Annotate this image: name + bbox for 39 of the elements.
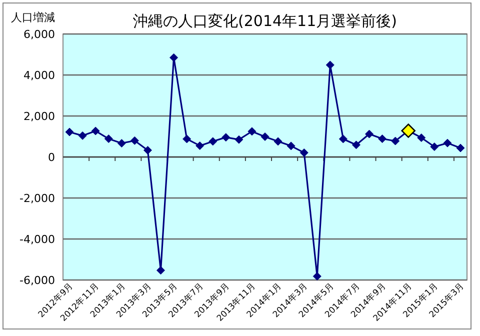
point <box>443 138 452 148</box>
point <box>456 144 465 152</box>
point <box>326 60 334 70</box>
point <box>182 134 192 144</box>
y-tick-label: 4,000 <box>24 69 55 82</box>
point <box>104 134 113 144</box>
point <box>248 127 256 136</box>
chart-title: 沖縄の人口変化(2014年11月選挙前後) <box>133 12 397 30</box>
point <box>365 130 374 138</box>
point <box>338 134 348 144</box>
y-tick-label: -4,000 <box>20 233 55 246</box>
point <box>78 131 87 140</box>
y-tick-label: 2,000 <box>24 110 55 123</box>
y-axis-title: 人口増減 <box>11 11 55 24</box>
point <box>274 137 282 146</box>
point <box>143 146 152 154</box>
point <box>170 53 178 62</box>
point <box>208 137 218 146</box>
y-tick-label: -6,000 <box>20 274 55 287</box>
point <box>286 142 296 150</box>
point <box>222 133 230 142</box>
point <box>234 135 244 144</box>
point <box>312 272 322 281</box>
point <box>196 141 204 150</box>
point <box>300 148 308 157</box>
y-tick-label: 0 <box>48 151 55 164</box>
point <box>156 266 165 275</box>
point <box>378 134 387 144</box>
point <box>417 133 426 142</box>
point <box>391 136 400 146</box>
y-tick-label: -2,000 <box>20 192 55 205</box>
point <box>65 128 74 136</box>
y-tick-label: 6,000 <box>24 28 55 41</box>
point <box>430 142 439 151</box>
point <box>117 139 126 148</box>
point <box>352 140 360 150</box>
point <box>130 136 139 145</box>
point <box>91 126 100 136</box>
point <box>260 132 270 141</box>
